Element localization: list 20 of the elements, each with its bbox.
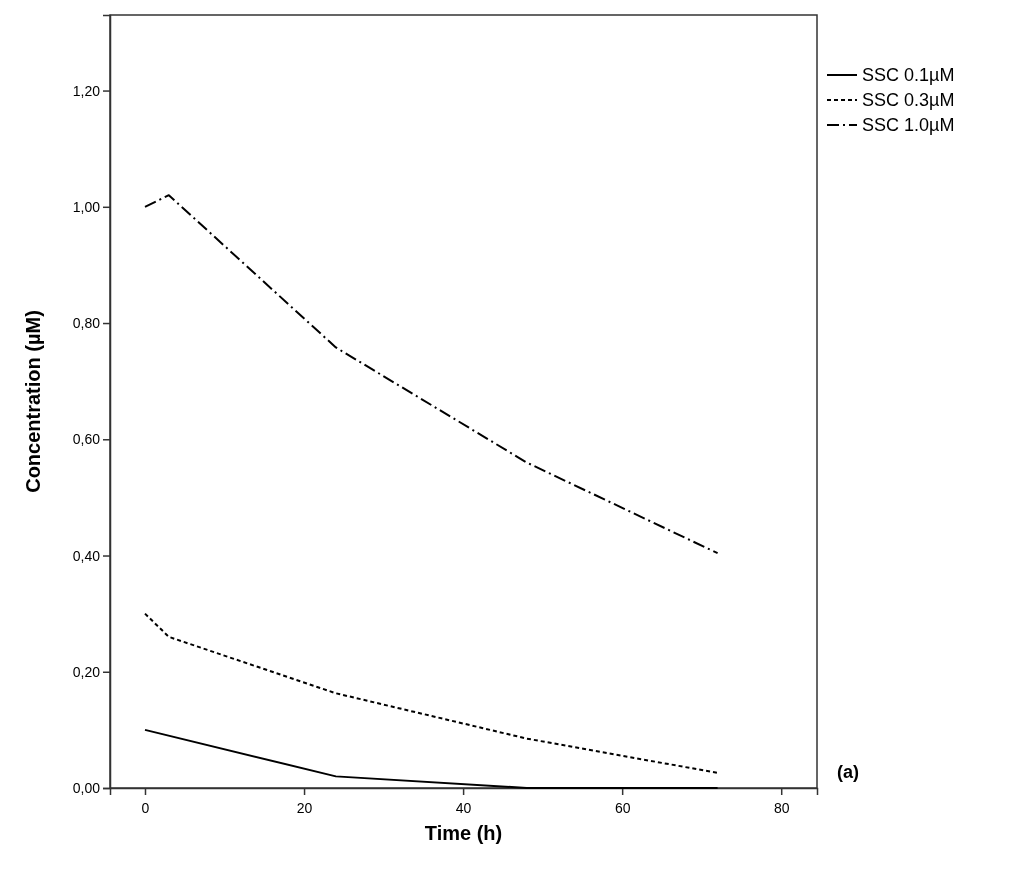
y-tick-label: 0,60 [72, 431, 101, 448]
y-tick-label: 1,20 [72, 82, 101, 99]
line-series [143, 612, 719, 774]
x-tick-label: 0 [141, 800, 150, 817]
y-tick-label: 0,00 [72, 779, 101, 796]
y-tick-label: 0,20 [72, 663, 101, 680]
text: (a) [837, 762, 859, 782]
legend-label: SSC 1.0µM [862, 115, 955, 135]
x-axis-title: Time (h) [424, 822, 503, 844]
y-tick-label: 0,40 [72, 547, 101, 564]
x-tick-label: 60 [614, 800, 631, 817]
legend-label: SSC 0.3µM [862, 90, 955, 110]
y-tick-label: 0,80 [72, 315, 101, 332]
legend-label: SSC 0.1µM [862, 65, 955, 85]
y-tick-label: 1,00 [72, 198, 101, 215]
x-tick-label: 20 [296, 800, 313, 817]
x-tick-label: 40 [455, 800, 472, 817]
y-axis-title: Concentration (µM) [22, 310, 44, 493]
line-series [143, 194, 719, 555]
x-tick-label: 80 [773, 800, 790, 817]
